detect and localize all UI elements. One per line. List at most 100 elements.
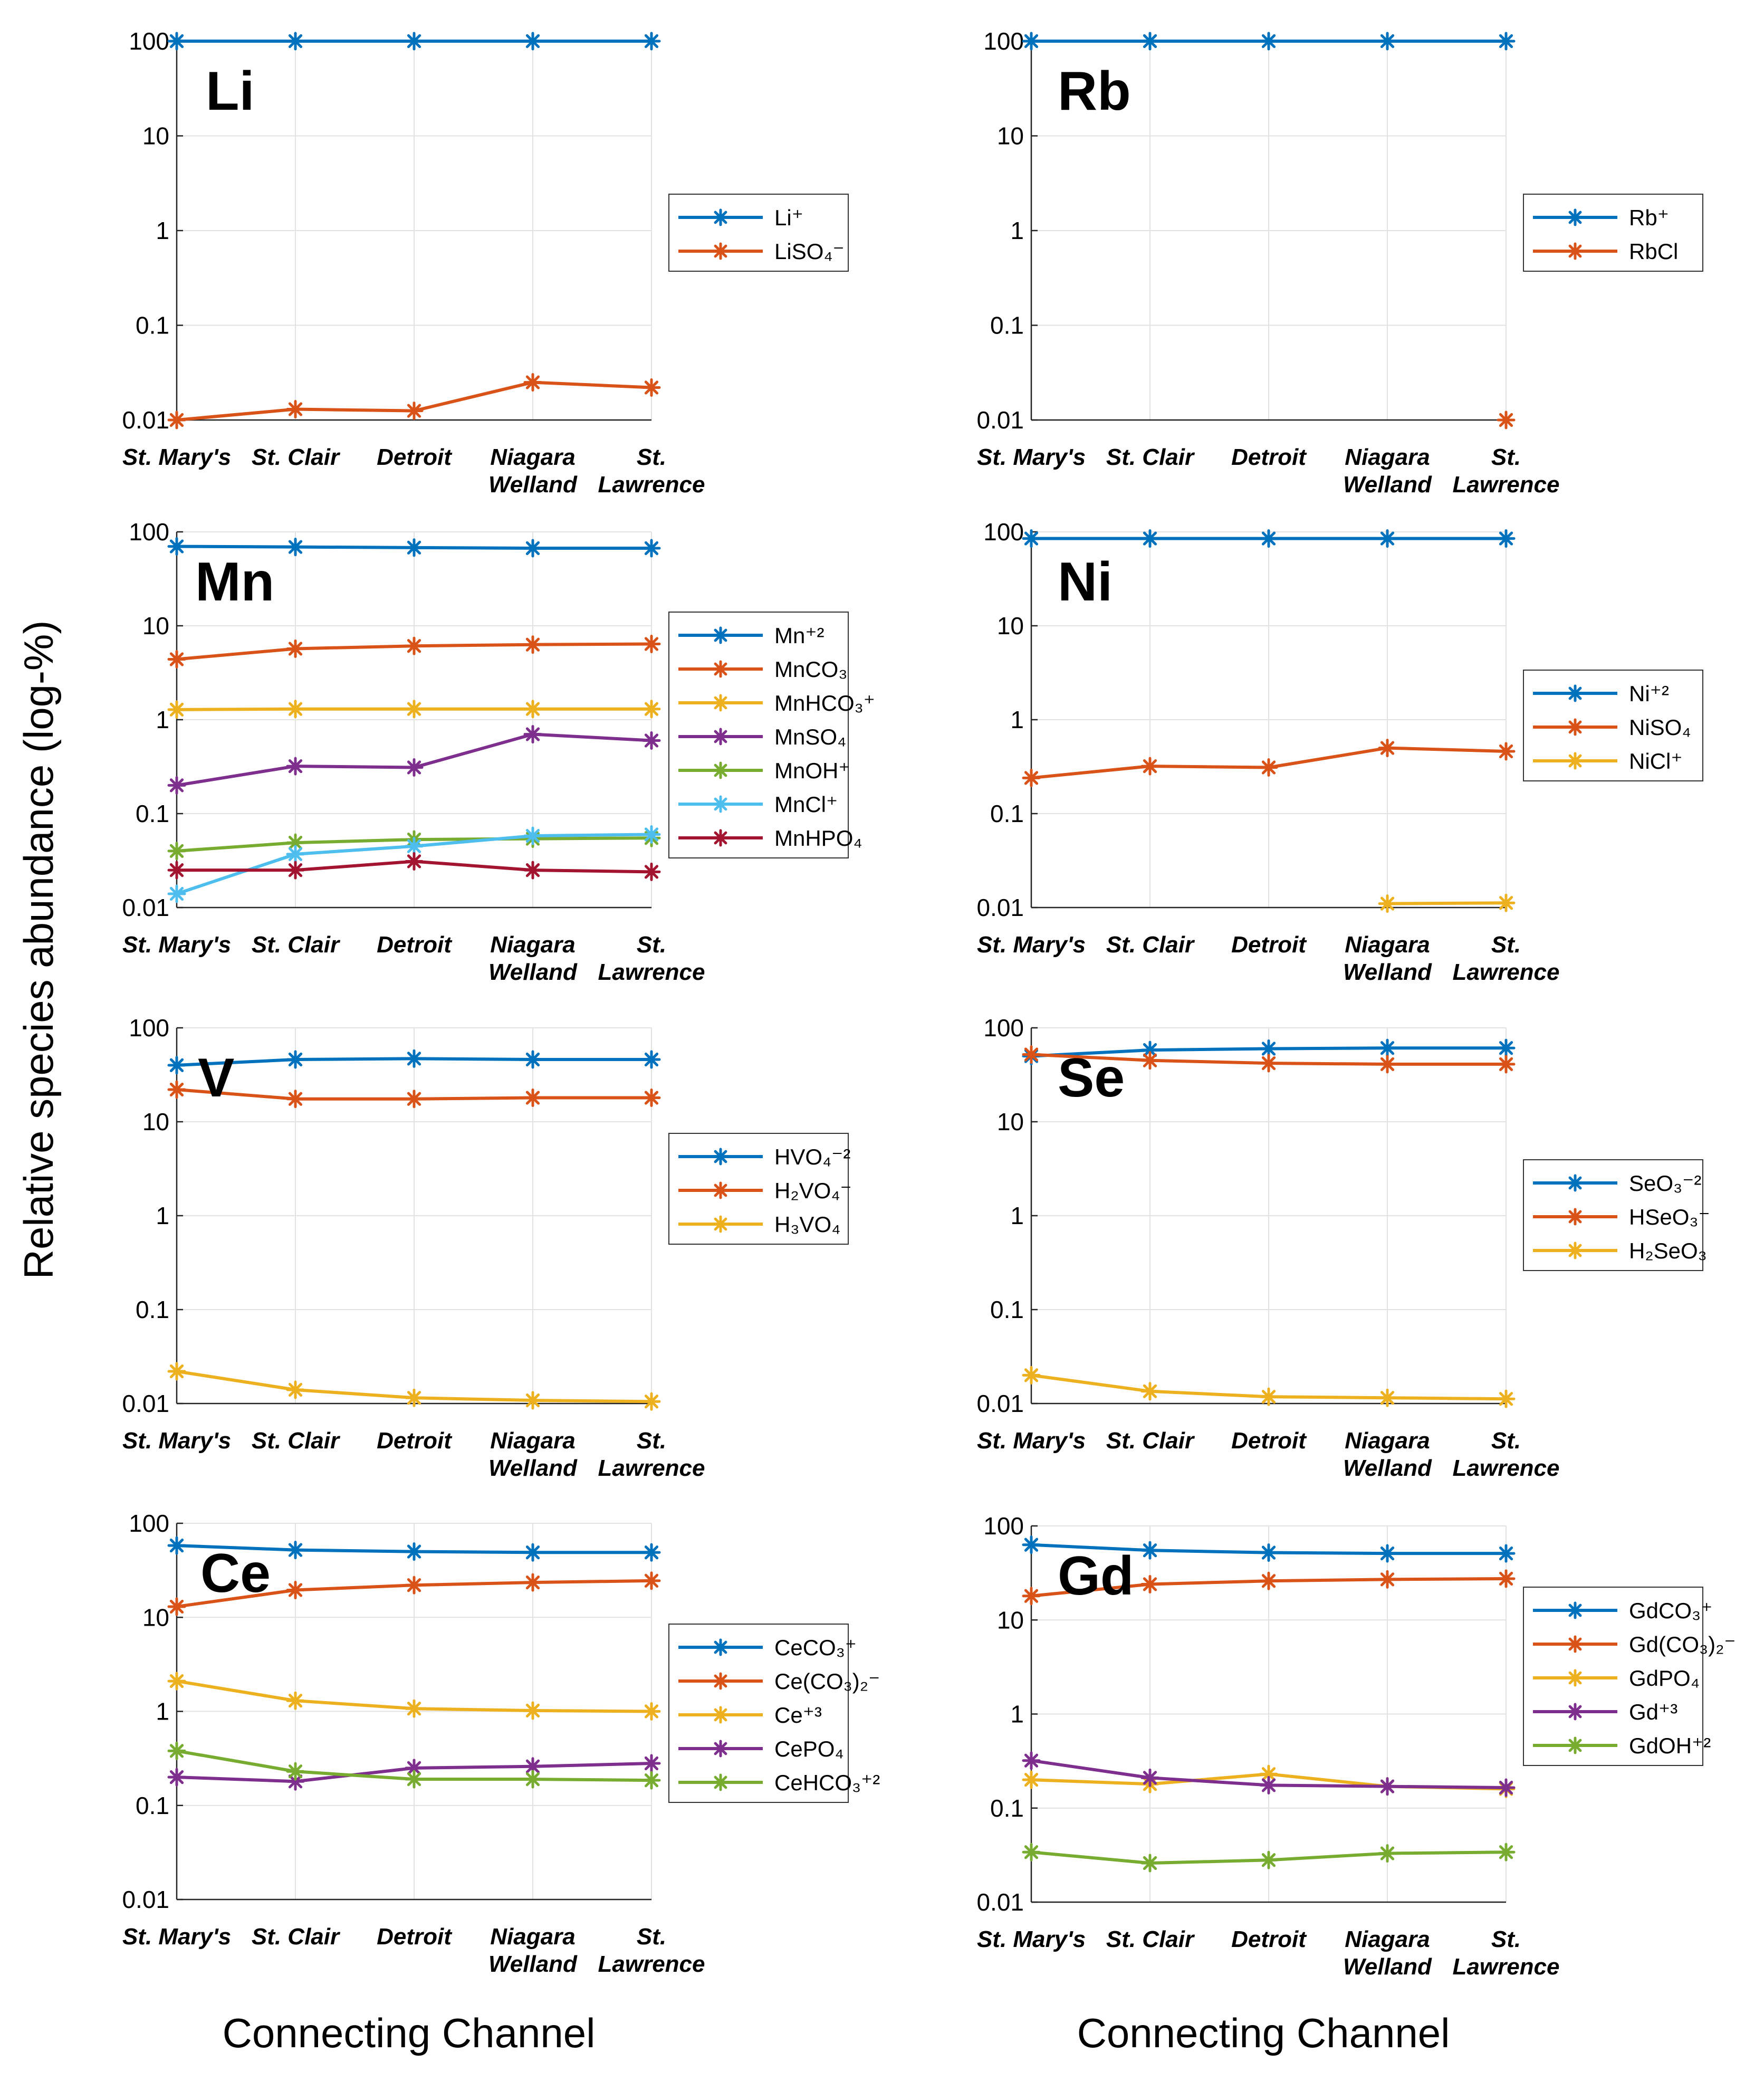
y-tick-label: 0.01	[122, 1390, 169, 1417]
data-point	[1022, 32, 1041, 51]
x-tick-label: Welland	[488, 959, 578, 985]
data-point	[1022, 1751, 1041, 1770]
x-tick-label: Welland	[488, 1951, 578, 1977]
y-tick-label: 10	[997, 122, 1024, 150]
legend-entry: HSeO₃⁻	[1629, 1205, 1710, 1229]
data-point	[167, 861, 186, 880]
panel-rb: 0.01 0.1 1 10 100 St. Mary's St. Clair Detroit N…	[976, 27, 1703, 498]
y-tick-label: 100	[129, 27, 169, 55]
legend-entry: GdPO₄	[1629, 1666, 1700, 1691]
data-point	[642, 1771, 661, 1790]
y-tick-label: 0.01	[976, 406, 1024, 434]
data-point	[167, 537, 186, 556]
legend-entry: LiSO₄⁻	[774, 239, 845, 264]
data-point	[167, 411, 186, 429]
data-point	[1378, 1844, 1397, 1863]
legend-entry: HVO₄⁻²	[774, 1144, 850, 1169]
y-tick-label: 1	[1010, 1701, 1024, 1728]
legend-entry: SeO₃⁻²	[1629, 1171, 1701, 1196]
y-tick-label: 10	[997, 1606, 1024, 1634]
legend-entry: Gd(CO₃)₂⁻	[1629, 1632, 1736, 1657]
data-point	[167, 1672, 186, 1691]
data-point	[1259, 1850, 1278, 1869]
data-point	[286, 1541, 305, 1560]
data-point	[1497, 742, 1516, 761]
data-point	[1497, 32, 1516, 51]
legend-marker	[1566, 1242, 1584, 1259]
data-point	[167, 1362, 186, 1381]
y-tick-label: 1	[1010, 217, 1024, 244]
data-point	[286, 639, 305, 658]
x-tick-label: Welland	[1343, 1954, 1432, 1980]
data-point	[167, 884, 186, 903]
data-point	[405, 852, 424, 871]
legend-marker	[1566, 1635, 1584, 1653]
data-point	[523, 32, 542, 51]
legend-marker	[712, 728, 730, 746]
data-point	[405, 1388, 424, 1407]
data-point	[405, 1770, 424, 1789]
legend: Li⁺ LiSO₄⁻	[668, 194, 849, 272]
legend-marker	[712, 660, 730, 678]
legend: SeO₃⁻² HSeO₃⁻ H₂SeO₃	[1523, 1159, 1710, 1271]
data-point	[1022, 768, 1041, 787]
x-tick-label: Niagara	[490, 1924, 575, 1950]
data-point	[1378, 894, 1397, 913]
legend-marker	[712, 761, 730, 779]
x-tick-label: St.	[637, 444, 666, 470]
data-point	[642, 1543, 661, 1562]
x-tick-label: Lawrence	[1453, 1954, 1560, 1980]
data-point	[642, 1571, 661, 1590]
y-tick-label: 0.01	[976, 1390, 1024, 1417]
data-point	[405, 1542, 424, 1561]
x-tick-label: Niagara	[1345, 932, 1430, 958]
data-point	[1497, 1569, 1516, 1588]
data-point	[523, 1543, 542, 1562]
x-tick-label: Lawrence	[598, 1455, 705, 1481]
legend-marker	[712, 208, 730, 226]
data-point	[1140, 1382, 1159, 1401]
legend-entry: H₃VO₄	[774, 1212, 840, 1237]
x-tick-label: Niagara	[1345, 1428, 1430, 1454]
x-tick-label: Lawrence	[1453, 959, 1560, 985]
legend-marker	[712, 242, 730, 260]
panel-se: 0.01 0.1 1 10 100 St. Mary's St. Clair Detroit N…	[976, 1014, 1710, 1481]
y-tick-label: 100	[129, 1510, 169, 1537]
legend-marker	[1566, 208, 1584, 226]
data-point	[1378, 1038, 1397, 1057]
data-point	[642, 862, 661, 881]
panel-v: 0.01 0.1 1 10 100 St. Mary's St. Clair Detroit N…	[122, 1014, 851, 1481]
y-tick-label: 1	[156, 1698, 169, 1725]
y-tick-label: 0.1	[990, 312, 1024, 339]
x-tick-label: St.	[637, 1924, 666, 1950]
data-point	[286, 1581, 305, 1600]
data-point	[1497, 529, 1516, 548]
data-point	[642, 700, 661, 719]
legend-entry: MnCl⁺	[774, 792, 838, 817]
data-point	[1259, 1775, 1278, 1794]
legend-marker	[1566, 1703, 1584, 1721]
data-point	[1378, 1570, 1397, 1589]
data-point	[523, 861, 542, 880]
legend-entry: Ce⁺³	[774, 1703, 822, 1727]
x-tick-label: Welland	[1343, 1455, 1432, 1481]
x-tick-label: Lawrence	[598, 1951, 705, 1977]
data-point	[642, 635, 661, 653]
y-tick-label: 1	[156, 706, 169, 733]
legend-marker	[1566, 1601, 1584, 1619]
data-point	[1497, 893, 1516, 912]
x-tick-label: Detroit	[1231, 1428, 1307, 1454]
data-point	[286, 1762, 305, 1781]
data-point	[1259, 1039, 1278, 1058]
legend-entry: NiCl⁺	[1629, 749, 1683, 774]
y-tick-label: 100	[983, 1512, 1024, 1540]
data-point	[642, 731, 661, 750]
y-axis-label: Relative species abundance (log-%)	[15, 621, 62, 1280]
legend-entry: Ni⁺²	[1629, 681, 1669, 706]
y-tick-label: 1	[156, 217, 169, 244]
x-tick-label: St.	[1491, 444, 1521, 470]
legend-entry: NiSO₄	[1629, 715, 1691, 740]
data-point	[167, 1536, 186, 1555]
legend-marker	[1566, 752, 1584, 770]
